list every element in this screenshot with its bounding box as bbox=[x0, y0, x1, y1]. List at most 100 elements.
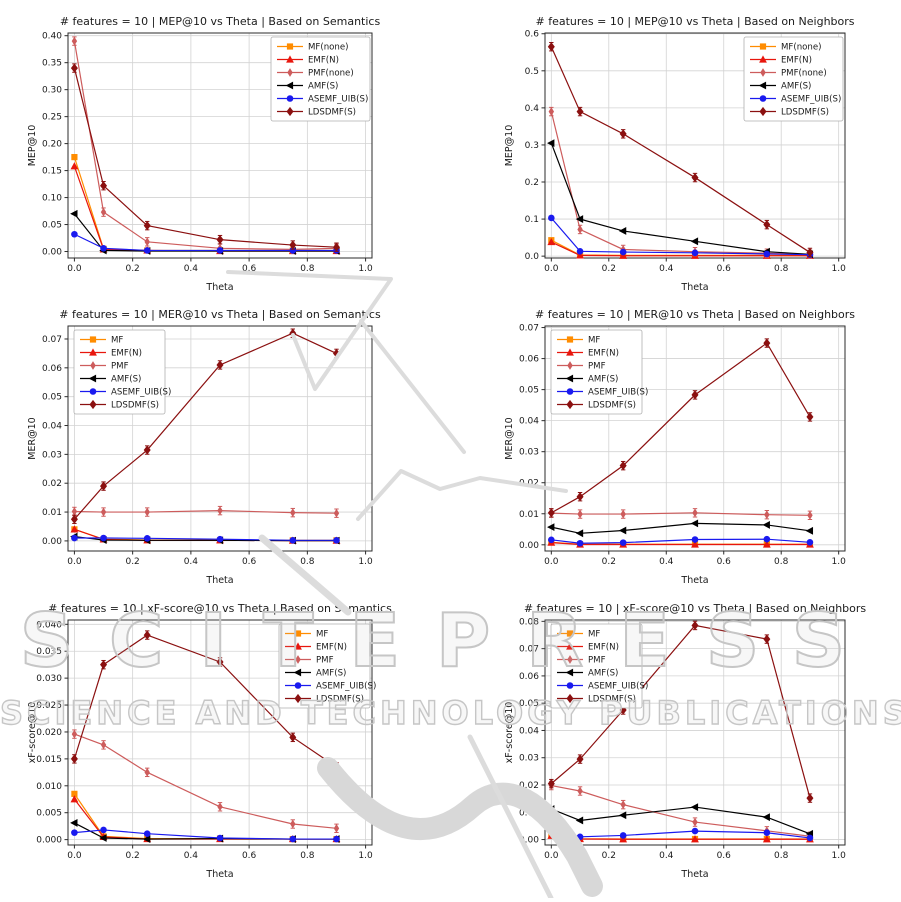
marker-triangle-left bbox=[805, 526, 814, 535]
marker-diamond bbox=[289, 328, 297, 338]
marker-diamond bbox=[566, 693, 574, 704]
legend-label: MF(none) bbox=[781, 43, 822, 53]
x-axis-label: Theta bbox=[680, 282, 708, 293]
legend: MF EMF(N) PMF AMF(S) ASEMF_UIB(S) LDSDMF(S) bbox=[550, 329, 648, 415]
y-axis-label: xF-score@10 bbox=[27, 702, 38, 764]
legend-label: AMF(S) bbox=[588, 375, 618, 385]
series-line bbox=[73, 40, 337, 250]
legend-label: MF bbox=[316, 630, 328, 640]
series-AMF(S) bbox=[547, 139, 814, 259]
y-tick-label: 0.00 bbox=[42, 537, 62, 547]
marker-diamond bbox=[332, 242, 340, 252]
marker-thin-diamond bbox=[567, 361, 573, 370]
marker-circle bbox=[289, 537, 297, 544]
legend-box bbox=[278, 623, 371, 709]
marker-diamond bbox=[763, 338, 771, 348]
x-tick-label: 0.4 bbox=[184, 264, 199, 274]
marker-circle bbox=[691, 249, 699, 257]
series-EMF(N) bbox=[70, 162, 341, 255]
marker-circle bbox=[548, 214, 555, 222]
marker-diamond bbox=[100, 660, 108, 670]
series-line bbox=[551, 806, 811, 835]
marker-circle bbox=[576, 833, 584, 841]
series-line bbox=[74, 829, 337, 840]
series-line bbox=[74, 733, 337, 829]
axis-ticks: 0.0 0.2 0.4 0.6 0.8 1.0 0.0 0.1 0.2 0.3 0.4 0.5 0.6 bbox=[525, 30, 846, 274]
marker-diamond bbox=[70, 754, 78, 764]
marker-circle bbox=[333, 537, 340, 544]
marker-circle bbox=[763, 535, 771, 543]
x-tick-label: 0.6 bbox=[242, 264, 257, 274]
marker-thin-diamond bbox=[144, 507, 150, 517]
marker-diamond bbox=[332, 762, 340, 772]
marker-triangle-left bbox=[88, 374, 97, 383]
marker-circle bbox=[763, 250, 771, 258]
x-tick-label: 0.8 bbox=[300, 851, 315, 861]
marker-triangle-up bbox=[691, 540, 699, 548]
marker-square bbox=[286, 43, 294, 50]
x-tick-label: 0.8 bbox=[300, 557, 315, 567]
y-axis-label: MER@10 bbox=[504, 417, 515, 459]
legend-box bbox=[743, 36, 844, 122]
y-tick-label: 0.40 bbox=[42, 32, 62, 42]
x-tick-label: 0.4 bbox=[184, 851, 199, 861]
series-LDSDMF(S) bbox=[547, 42, 814, 258]
legend-label: ASEMF_UIB(S) bbox=[781, 95, 841, 105]
series-line bbox=[551, 241, 810, 257]
y-tick-label: 0.00 bbox=[519, 836, 539, 846]
series-EMF(N) bbox=[547, 237, 814, 259]
series-EMF(N) bbox=[70, 795, 341, 843]
marker-diamond bbox=[216, 657, 224, 667]
chart-mer10-semantics: 0.0 0.2 0.4 0.6 0.8 1.0 0.00 0.01 0.02 0.03 0.04 0.… bbox=[0, 293, 450, 586]
x-tick-label: 1.0 bbox=[832, 264, 847, 274]
marker-thin-diamond bbox=[144, 767, 150, 777]
marker-diamond bbox=[143, 445, 151, 455]
marker-triangle-left bbox=[575, 816, 584, 825]
marker-triangle-up bbox=[691, 835, 699, 843]
x-tick-label: 0.4 bbox=[659, 264, 674, 274]
x-tick-label: 1.0 bbox=[358, 851, 373, 861]
marker-diamond bbox=[576, 106, 584, 117]
marker-triangle-left bbox=[618, 227, 627, 235]
marker-diamond bbox=[547, 42, 555, 52]
chart-xfscore10-semantics-canvas: 0.0 0.2 0.4 0.6 0.8 1.0 0.000 0.005 0.010 0.015 0.… bbox=[27, 602, 392, 880]
x-tick-label: 0.6 bbox=[717, 851, 732, 861]
marker-diamond bbox=[289, 732, 297, 742]
y-tick-label: 0.5 bbox=[525, 67, 539, 77]
chart-xfscore10-neighbors: 0.0 0.2 0.4 0.6 0.8 1.0 0.00 0.01 0.02 0.03 0.04 0.… bbox=[451, 587, 901, 880]
marker-circle bbox=[576, 248, 584, 255]
y-tick-label: 0.2 bbox=[525, 178, 539, 188]
plot-border bbox=[67, 619, 373, 846]
marker-triangle-left bbox=[758, 81, 767, 90]
series-line bbox=[73, 798, 337, 840]
legend-label: EMF(N) bbox=[308, 56, 339, 66]
marker-diamond bbox=[806, 793, 814, 803]
marker-circle bbox=[566, 682, 574, 689]
y-tick-label: 0.25 bbox=[42, 113, 62, 123]
legend-label: PMF bbox=[111, 362, 129, 372]
x-tick-label: 0.0 bbox=[67, 851, 82, 861]
y-tick-label: 0.3 bbox=[525, 141, 539, 151]
marker-thin-diamond bbox=[333, 508, 340, 518]
chart-title: # features = 10 | xF-score@10 vs Theta |… bbox=[48, 602, 392, 615]
marker-circle bbox=[143, 830, 151, 837]
legend-label: PMF bbox=[588, 656, 606, 666]
marker-circle bbox=[691, 827, 699, 835]
marker-triangle-left bbox=[762, 813, 770, 822]
y-tick-label: 0.025 bbox=[36, 701, 62, 711]
marker-triangle-left bbox=[285, 81, 294, 90]
marker-circle bbox=[216, 834, 224, 842]
marker-circle bbox=[619, 832, 627, 839]
x-axis-label: Theta bbox=[205, 575, 233, 586]
y-tick-label: 0.0 bbox=[525, 252, 540, 262]
legend-box bbox=[73, 329, 166, 415]
legend: MF(none) EMF(N) PMF(none) AMF(S) ASEMF_UIB(S… bbox=[270, 36, 371, 122]
y-tick-label: 0.01 bbox=[519, 808, 539, 818]
y-tick-label: 0.03 bbox=[42, 450, 62, 460]
y-tick-label: 0.04 bbox=[42, 422, 62, 432]
marker-thin-diamond bbox=[577, 509, 583, 519]
marker-circle bbox=[100, 826, 107, 834]
series-PMF(none) bbox=[548, 106, 813, 259]
marker-thin-diamond bbox=[333, 823, 340, 833]
marker-thin-diamond bbox=[760, 68, 766, 77]
